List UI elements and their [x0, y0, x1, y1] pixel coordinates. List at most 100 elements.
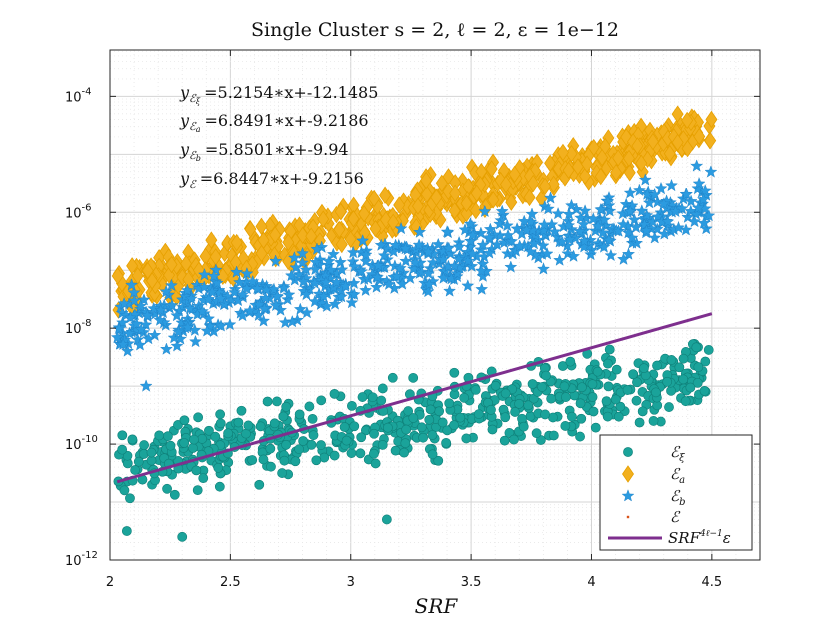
data-point — [470, 385, 481, 395]
data-point — [346, 448, 357, 458]
data-point — [575, 431, 585, 442]
data-point — [458, 223, 472, 236]
data-point — [240, 267, 254, 280]
data-point — [672, 221, 685, 234]
data-point — [420, 171, 433, 190]
data-point — [122, 326, 136, 340]
data-point — [544, 154, 557, 172]
data-point — [565, 198, 578, 212]
data-point — [243, 304, 257, 317]
data-point — [347, 276, 361, 289]
data-point — [333, 255, 347, 268]
data-point — [559, 381, 570, 392]
data-point — [401, 424, 412, 435]
data-point — [422, 277, 436, 290]
data-point — [544, 191, 557, 204]
data-point — [504, 260, 518, 273]
x-tick-label: 4 — [587, 575, 595, 590]
data-point — [294, 409, 305, 420]
data-point — [452, 240, 466, 253]
y-tick-label: 10-8 — [65, 318, 92, 337]
data-point — [622, 149, 635, 168]
data-point — [680, 187, 693, 200]
data-point — [390, 269, 404, 282]
data-point — [320, 299, 334, 312]
data-point — [399, 447, 409, 458]
data-point — [308, 262, 322, 276]
data-point — [584, 247, 598, 261]
data-point — [233, 275, 246, 289]
data-point — [474, 226, 488, 239]
data-point — [573, 224, 587, 237]
data-point — [214, 291, 228, 305]
x-tick-label: 2.5 — [220, 575, 241, 590]
data-point — [449, 420, 459, 431]
data-point — [690, 159, 704, 172]
data-point — [308, 294, 322, 308]
data-point — [367, 392, 378, 403]
data-point — [125, 278, 139, 291]
data-point — [154, 430, 165, 441]
data-point — [277, 281, 291, 294]
data-point — [133, 456, 144, 467]
data-point — [258, 302, 271, 315]
data-point — [210, 276, 224, 289]
fit-equation: yℰ =6.8447∗x+-9.2156 — [179, 169, 364, 191]
data-point — [553, 253, 567, 266]
data-point — [635, 204, 649, 217]
data-point — [344, 230, 357, 248]
data-point — [648, 187, 662, 201]
data-point — [266, 461, 276, 472]
data-point — [461, 254, 475, 267]
data-point — [381, 242, 395, 255]
data-point — [394, 221, 408, 235]
data-point — [165, 298, 179, 311]
data-point — [524, 245, 538, 258]
data-point — [681, 111, 694, 130]
data-point — [318, 279, 332, 292]
data-point — [123, 311, 137, 324]
data-point — [230, 265, 244, 278]
data-point — [139, 440, 150, 450]
data-point — [638, 173, 652, 186]
data-point — [510, 222, 524, 235]
data-point — [233, 417, 244, 428]
data-point — [430, 188, 443, 207]
data-point — [617, 252, 630, 265]
data-point — [575, 398, 586, 409]
data-point — [646, 132, 659, 151]
data-point — [596, 148, 609, 167]
data-point — [200, 324, 214, 337]
data-point — [436, 252, 450, 265]
data-point — [566, 411, 577, 422]
data-point — [387, 213, 400, 232]
data-point — [678, 353, 689, 364]
data-point — [702, 209, 716, 222]
data-point — [241, 428, 251, 439]
legend-label: ℰξ — [670, 443, 685, 464]
data-point — [131, 333, 145, 346]
data-point — [541, 370, 551, 381]
data-point — [466, 228, 480, 241]
data-point — [664, 402, 674, 412]
data-point — [408, 413, 419, 423]
data-point — [610, 163, 623, 182]
data-point — [379, 211, 392, 229]
data-point — [382, 277, 396, 290]
data-point — [681, 139, 694, 158]
data-point — [413, 225, 427, 238]
data-point — [415, 265, 429, 278]
data-point — [541, 202, 555, 215]
data-point — [632, 377, 642, 388]
data-point — [640, 187, 654, 200]
data-point — [527, 237, 541, 250]
data-point — [577, 217, 591, 230]
data-point — [422, 266, 435, 280]
data-point — [576, 413, 587, 424]
data-point — [639, 363, 649, 374]
data-point — [177, 531, 188, 542]
data-point — [202, 292, 216, 305]
data-point — [121, 344, 135, 357]
data-point — [586, 212, 600, 225]
data-point — [490, 380, 501, 391]
